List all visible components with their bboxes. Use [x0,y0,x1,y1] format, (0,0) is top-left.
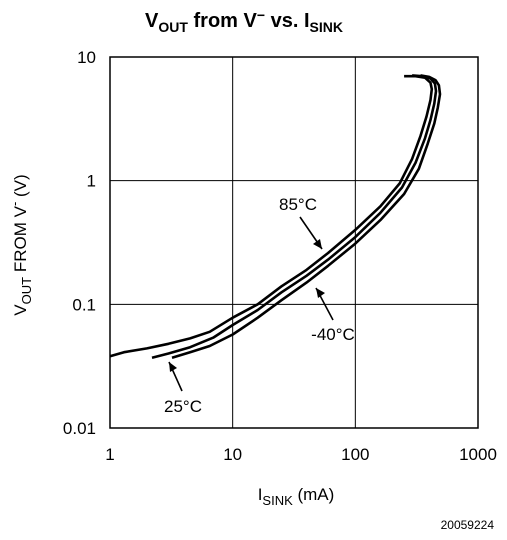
grid [110,57,478,428]
y-tick-label: 0.01 [63,419,96,438]
y-tick-label: 0.1 [72,295,96,314]
y-tick-label: 10 [77,48,96,67]
x-tick-label: 100 [341,445,369,464]
x-axis-label: ISINK (mA) [258,485,335,508]
annotation-25c-arrowhead [169,362,177,372]
y-tick-label: 1 [87,172,96,191]
annotation-85c-label: 85°C [279,195,317,214]
annotation-25c-label: 25°C [164,397,202,416]
series-line-1 [151,74,438,359]
annotation-85c: 85°C [279,195,323,250]
annotation-85c-arrowhead [313,239,322,249]
series-line-0 [109,74,434,358]
chart-title: VOUT from V− vs. ISINK [145,7,343,35]
x-tick-label: 10 [223,445,242,464]
plot-frame [109,56,479,429]
annotation-25c: 25°C [164,361,202,416]
x-tick-label: 1000 [459,445,497,464]
y-axis-label: VOUT FROM V- (V) [7,174,34,315]
series-line-2 [171,74,442,359]
series-group [109,74,442,359]
annotation-minus40c-label: -40°C [311,325,355,344]
x-tick-label: 1 [105,445,114,464]
annotation-minus40c-arrowhead [316,288,325,298]
figure-number: 20059224 [441,518,495,532]
annotation-minus40c: -40°C [311,287,355,344]
tick-labels: 1 10 100 1000 0.01 0.1 1 10 [63,48,497,464]
